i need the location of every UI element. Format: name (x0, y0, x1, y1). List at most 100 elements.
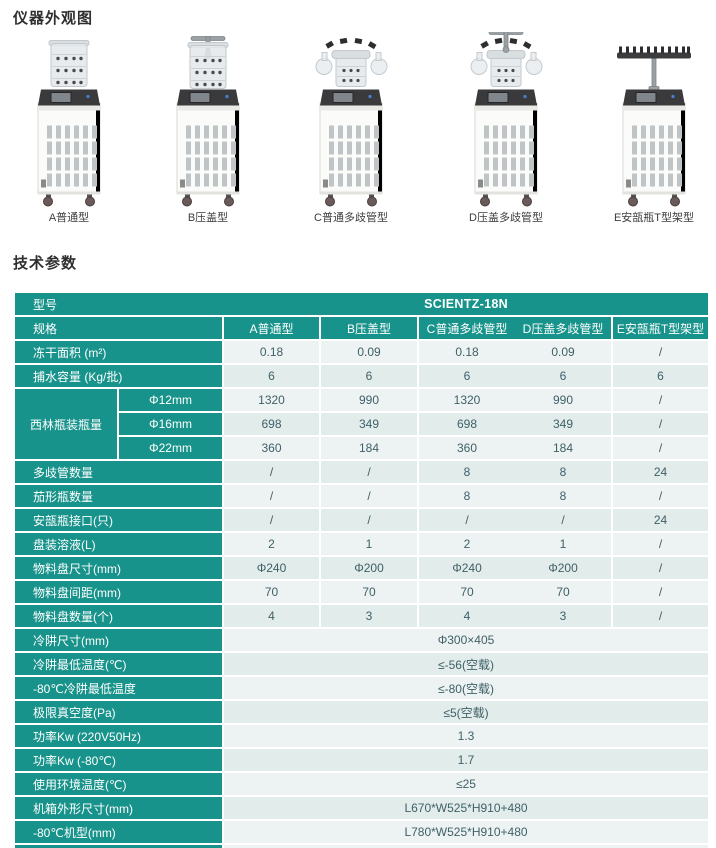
row-label: -80℃机型(mm) (15, 821, 222, 843)
freeze-dryer-t-rack-image (589, 32, 716, 207)
spec-header-col-b: B压盖型 (321, 317, 417, 339)
spec-header-label: 规格 (15, 317, 222, 339)
row-span-value: ≤25 (224, 773, 708, 795)
row-span-value: L670*W525*H910+480 (224, 797, 708, 819)
row-span-value: Φ300×405 (224, 629, 708, 651)
row-label: 安瓿瓶接口(只) (15, 509, 222, 531)
appearance-section-title: 仪器外观图 (13, 10, 94, 27)
spec-table: 型号 SCIENTZ-18N 规格 A普通型 B压盖型 C普通多歧管型 D压盖多歧管型 E安瓿… (15, 293, 708, 843)
cell-value-a: 360 (224, 437, 319, 459)
machine-figure-e-t-rack: E安瓿瓶T型架型 (589, 32, 716, 225)
machine-caption: C普通多歧管型 (314, 212, 388, 224)
row-label: 物料盘间距(mm) (15, 581, 222, 603)
cell-value-b: 3 (321, 605, 417, 627)
cell-value-d: / (561, 513, 565, 527)
row-sub-label: Φ12mm (119, 389, 222, 411)
row-group-label: 西林瓶装瓶量 (15, 389, 117, 459)
cell-value-d: 0.09 (551, 345, 575, 359)
machine-figure-b-press: B压盖型 (143, 32, 273, 225)
cell-value-e: / (613, 413, 708, 435)
cell-value-c: 8 (463, 465, 471, 479)
machine-caption: A普通型 (48, 212, 90, 224)
model-row-label: 型号 (33, 297, 58, 312)
cell-value-e: / (613, 557, 708, 579)
machine-figure-d-press-manifold: D压盖多歧管型 (441, 32, 571, 225)
cell-value-c: / (465, 513, 469, 527)
freeze-dryer-press-image (143, 32, 273, 207)
cell-value-d: 70 (556, 585, 570, 599)
cell-value-b: / (321, 485, 417, 507)
cell-value-a: 70 (224, 581, 319, 603)
model-number: SCIENTZ-18N (424, 297, 508, 311)
row-label: 多歧管数量 (15, 461, 222, 483)
cell-value-c: 2 (463, 537, 471, 551)
cell-value-e: / (613, 485, 708, 507)
row-span-value: ≤-56(空载) (224, 653, 708, 675)
cell-value-e: / (613, 341, 708, 363)
cell-value-cd: 1320 990 (419, 389, 611, 411)
cell-value-e: / (613, 389, 708, 411)
cell-value-cd: 0.18 0.09 (419, 341, 611, 363)
cell-value-e: 24 (613, 461, 708, 483)
cell-value-b: 0.09 (321, 341, 417, 363)
row-span-value: 1.3 (224, 725, 708, 747)
cell-value-a: 698 (224, 413, 319, 435)
freeze-dryer-press-manifold-image (441, 32, 571, 207)
cell-value-e: / (613, 437, 708, 459)
cell-value-a: / (224, 485, 319, 507)
cell-value-d: 1 (559, 537, 567, 551)
cell-value-c: 0.18 (455, 345, 479, 359)
cell-value-a: 4 (224, 605, 319, 627)
cell-value-d: 8 (559, 489, 567, 503)
cell-value-a: 0.18 (224, 341, 319, 363)
cell-value-e: 24 (613, 509, 708, 531)
spec-header-col-d: D压盖多歧管型 (522, 321, 604, 336)
cell-value-a: 1320 (224, 389, 319, 411)
spec-header-col-cd: C普通多歧管型 D压盖多歧管型 (419, 317, 611, 339)
cell-value-cd: / / (419, 509, 611, 531)
cell-value-d: 349 (552, 417, 574, 431)
model-row-cell: 型号 SCIENTZ-18N (15, 293, 708, 315)
row-label: 功率Kw (220V50Hz) (15, 725, 222, 747)
cell-value-cd: Φ240 Φ200 (419, 557, 611, 579)
cell-value-cd: 360 184 (419, 437, 611, 459)
row-sub-label: Φ16mm (119, 413, 222, 435)
cell-value-a: / (224, 461, 319, 483)
row-label: 茄形瓶数量 (15, 485, 222, 507)
cell-value-a: 6 (224, 365, 319, 387)
cell-value-c: Φ240 (452, 561, 482, 575)
spec-header-col-c: C普通多歧管型 (426, 321, 508, 336)
cell-value-c: 8 (463, 489, 471, 503)
cell-value-a: Φ240 (224, 557, 319, 579)
machine-caption: B压盖型 (187, 212, 229, 224)
cell-value-d: Φ200 (548, 561, 578, 575)
cell-value-c: 6 (463, 369, 471, 383)
machine-figure-c-manifold: C普通多歧管型 (286, 32, 416, 225)
cell-value-d: 6 (559, 369, 567, 383)
params-section-title: 技术参数 (13, 255, 78, 272)
cell-value-e: 6 (613, 365, 708, 387)
row-span-value: 1.7 (224, 749, 708, 771)
row-label: 冻干面积 (m²) (15, 341, 222, 363)
clipped-row-label-cell (15, 845, 222, 848)
cell-value-c: 4 (463, 609, 471, 623)
cell-value-b: 1 (321, 533, 417, 555)
freeze-dryer-manifold-image (286, 32, 416, 207)
row-label: 捕水容量 (Kg/批) (15, 365, 222, 387)
row-label: 冷阱最低温度(℃) (15, 653, 222, 675)
machine-caption: D压盖多歧管型 (469, 212, 543, 224)
row-label: 物料盘尺寸(mm) (15, 557, 222, 579)
cell-value-d: 184 (552, 441, 574, 455)
clipped-bottom-row (15, 845, 708, 848)
row-span-value: L780*W525*H910+480 (224, 821, 708, 843)
cell-value-cd: 70 70 (419, 581, 611, 603)
cell-value-c: 1320 (453, 393, 481, 407)
cell-value-b: 349 (321, 413, 417, 435)
cell-value-d: 3 (559, 609, 567, 623)
row-span-value: ≤5(空载) (224, 701, 708, 723)
cell-value-a: / (224, 509, 319, 531)
machine-figure-a-plain: A普通型 (4, 32, 134, 225)
row-label: 机箱外形尺寸(mm) (15, 797, 222, 819)
